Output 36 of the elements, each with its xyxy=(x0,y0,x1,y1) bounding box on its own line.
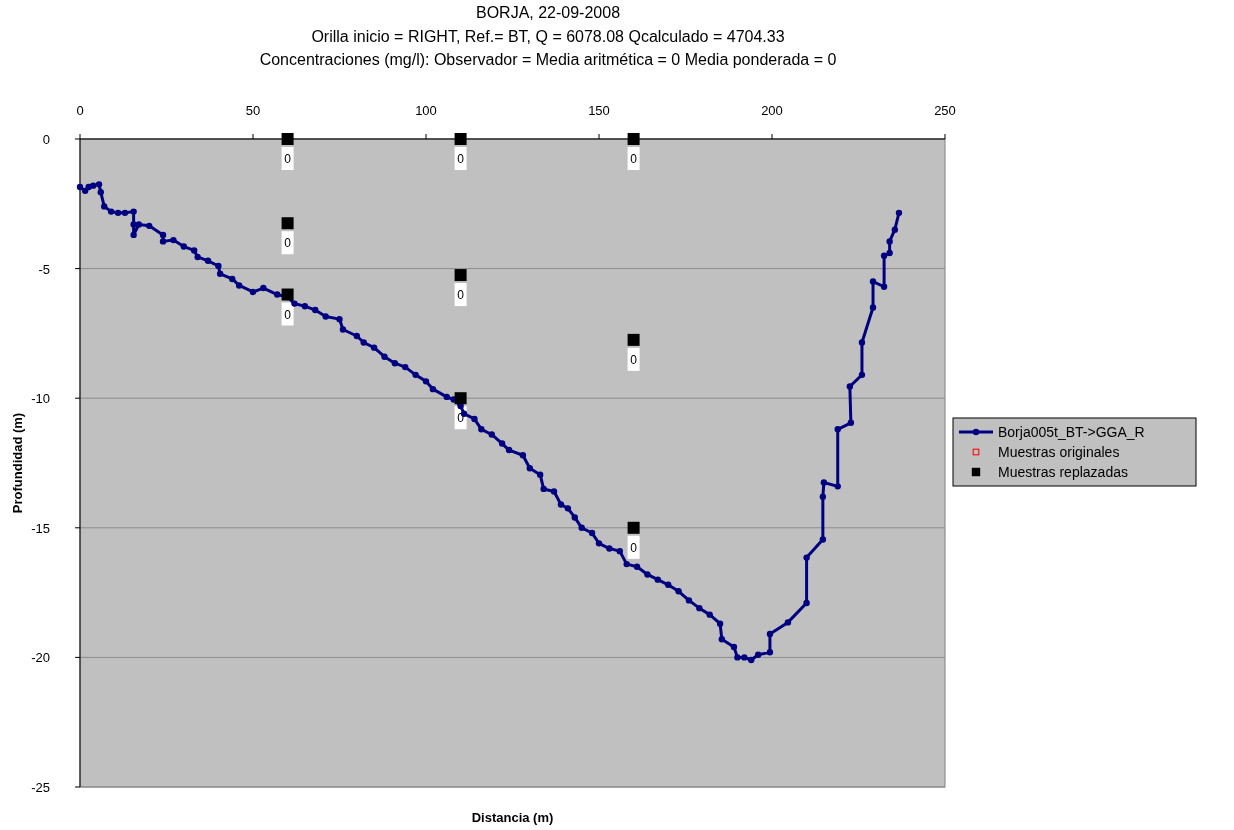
x-tick-label: 150 xyxy=(588,103,610,118)
annotation: 0 xyxy=(457,288,465,303)
point xyxy=(627,521,640,534)
y-tick-label: -25 xyxy=(31,780,50,795)
chart-title: BORJA, 22-09-2008 xyxy=(475,4,621,21)
point xyxy=(627,333,640,346)
point xyxy=(454,392,467,405)
y-tick-label: -20 xyxy=(31,650,50,666)
x-tick-label: 250 xyxy=(934,103,956,118)
x-axis-title: Distancia (m) xyxy=(471,810,554,825)
x-tick-label: 100 xyxy=(415,103,437,118)
point xyxy=(627,133,640,145)
y-tick-label: -5 xyxy=(38,261,50,277)
y-tick-label: -10 xyxy=(31,391,50,407)
y-tick-label: -15 xyxy=(31,520,50,536)
annotation: 0 xyxy=(630,152,638,166)
x-tick-label: 50 xyxy=(245,103,261,118)
point xyxy=(281,217,294,230)
point xyxy=(281,288,294,301)
x-tick-label: 200 xyxy=(761,103,783,118)
legend-label: Borja005t_BT->GGA_R xyxy=(998,424,1145,440)
annotation: 0 xyxy=(284,307,292,322)
point xyxy=(281,133,294,145)
x-tick-label: 0 xyxy=(76,103,84,118)
annotation: 0 xyxy=(630,352,638,367)
point xyxy=(454,133,467,145)
y-axis-title: Profundidad (m) xyxy=(10,412,25,514)
legend-label: Muestras replazadas xyxy=(998,464,1128,480)
annotation: 0 xyxy=(457,152,465,166)
point xyxy=(454,269,467,282)
chart-subtitle: Orilla inicio = RIGHT, Ref.= BT, Q = 6078.08 Qcalculado = 4704.33 Concentraciones (mg/l): Observador = Media aritmética = 0 Media ponderada = 0 xyxy=(259,28,837,68)
annotation: 0 xyxy=(284,236,292,251)
annotation: 0 xyxy=(284,152,292,166)
annotation: 0 xyxy=(630,540,638,555)
legend-label: Muestras originales xyxy=(998,444,1120,460)
y-tick-label: 0 xyxy=(42,132,50,147)
